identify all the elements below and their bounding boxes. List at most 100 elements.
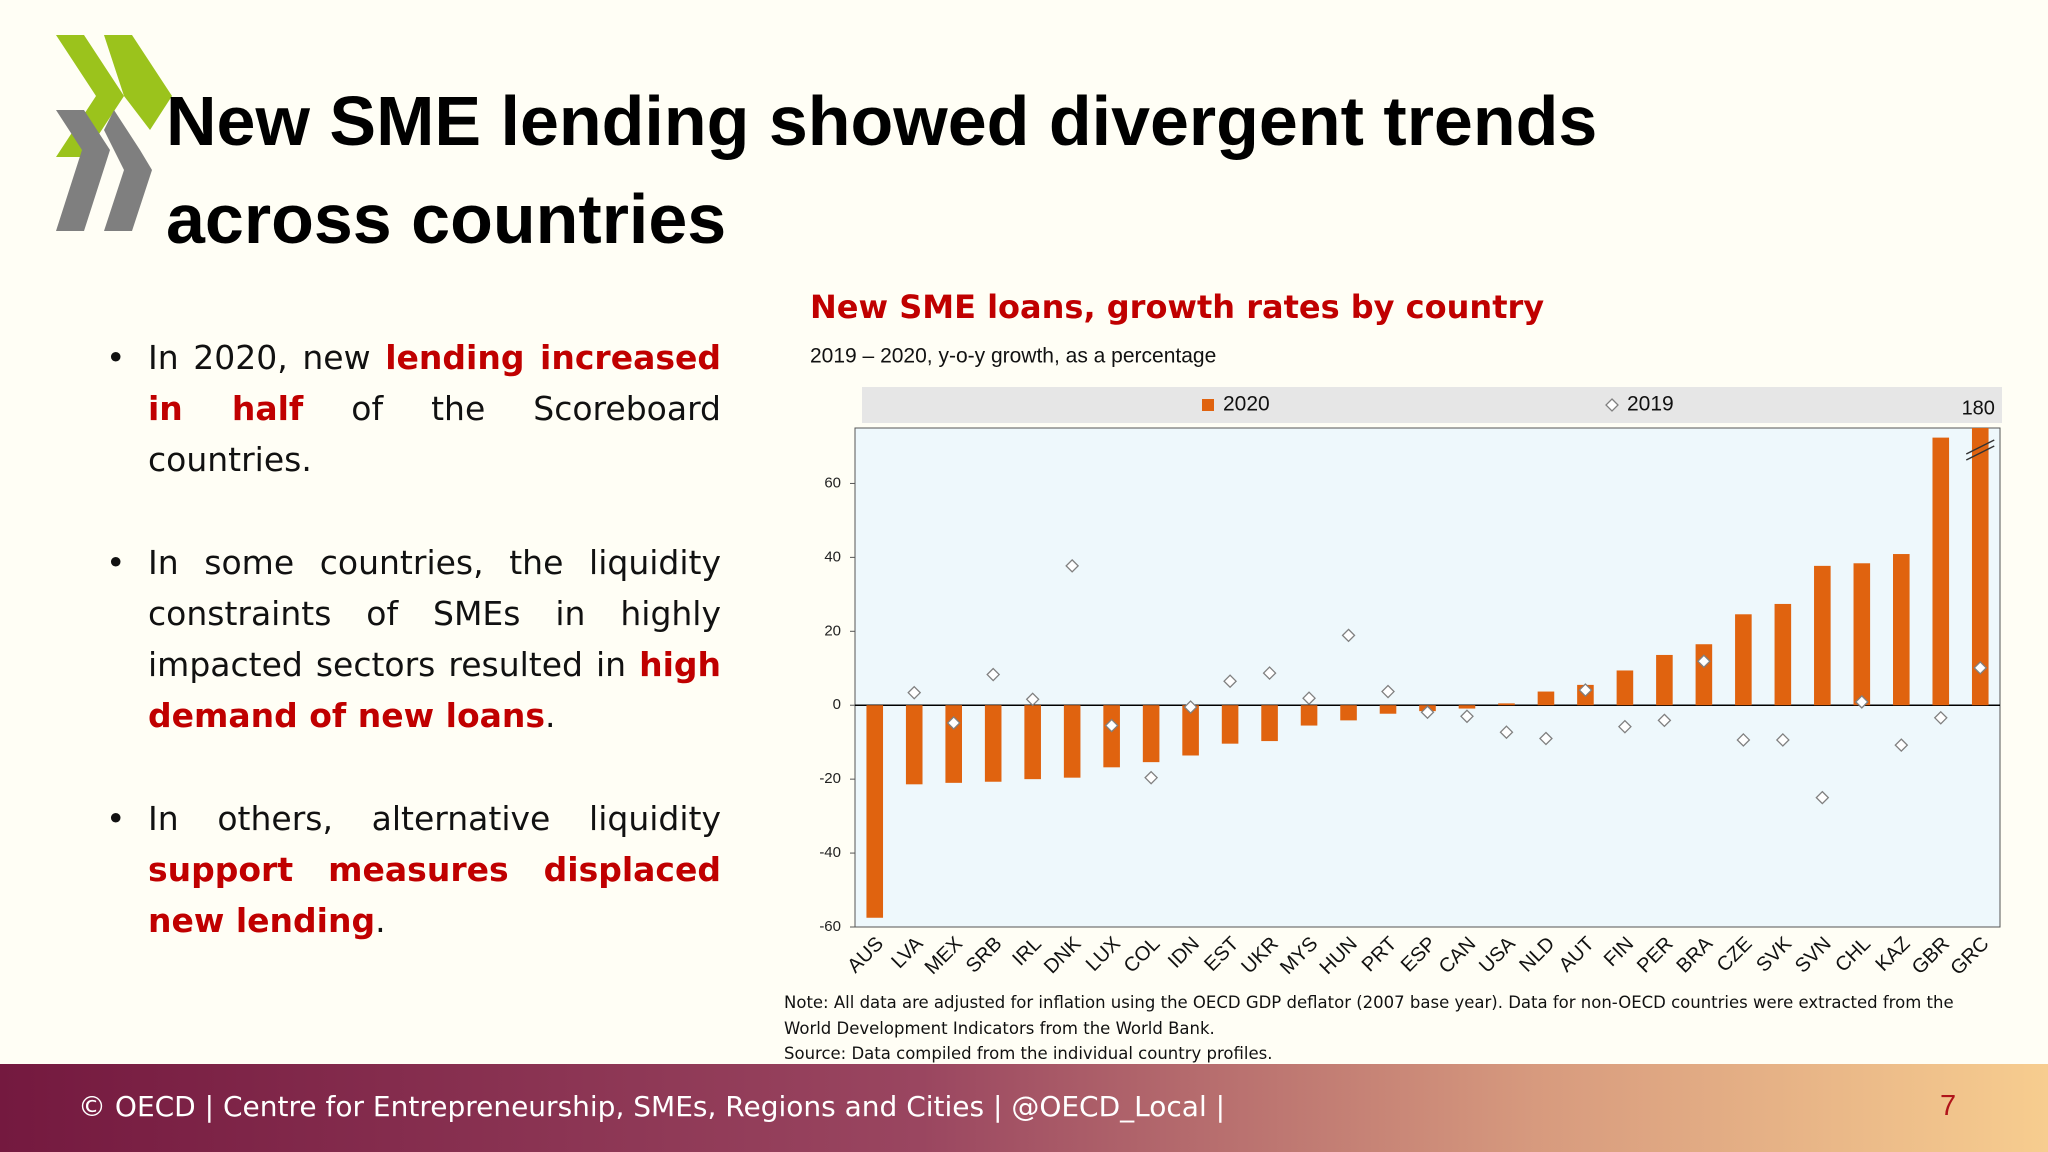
source: Source: Data compiled from the individua… (784, 1044, 1273, 1063)
x-tick-label: SVN (1791, 933, 1836, 978)
y-tick-label: 0 (833, 696, 841, 713)
diamond-marker (907, 685, 922, 700)
x-tick-label: LVA (887, 932, 928, 973)
bullet-text: lending increased in half (148, 338, 721, 428)
bar (1024, 705, 1041, 780)
diamond-marker (1736, 733, 1751, 747)
legend-label: 2019 (1627, 393, 1674, 416)
page-number: 7 (1940, 1090, 1957, 1122)
diamond-marker (1578, 683, 1593, 697)
y-tick-label: -60 (819, 918, 841, 935)
bar (984, 705, 1002, 782)
y-tick-label: -20 (819, 770, 841, 787)
diamond-marker (1973, 660, 1988, 675)
diamond-marker (1183, 700, 1198, 714)
x-tick-label: SVK (1752, 932, 1796, 976)
diamond-marker (1025, 692, 1040, 707)
x-tick-label: MEX (921, 933, 967, 979)
diamond-marker (1933, 710, 1948, 725)
slide-title: New SME lending showed divergent trends … (166, 82, 1598, 258)
diamond-marker (1104, 718, 1119, 733)
bar (1103, 705, 1120, 768)
footer: © OECD | Centre for Entrepreneurship, SM… (0, 1064, 2048, 1152)
x-tick-label: PER (1633, 933, 1678, 978)
bar (1893, 554, 1910, 706)
bar (1695, 644, 1713, 706)
logo (56, 35, 172, 231)
bullet-text: In 2020, new (148, 338, 386, 377)
diamond-marker (1381, 684, 1395, 699)
diamond-marker (1223, 674, 1238, 689)
bullet-text: support measures displaced new lending (148, 850, 721, 940)
diamond-marker (1420, 705, 1435, 720)
diamond-marker (1617, 719, 1632, 734)
bullet-text: high demand of new loans (148, 645, 721, 735)
diamond-marker (986, 667, 1001, 682)
notes: Note: All data are adjusted for inflatio… (784, 990, 1984, 1067)
bar (1537, 691, 1555, 706)
x-tick-label: IRL (1008, 933, 1046, 971)
x-tick-label: ESP (1397, 933, 1441, 977)
x-tick-label: BRA (1673, 932, 1718, 977)
bar (1261, 705, 1278, 742)
bar (1379, 705, 1397, 714)
bar (905, 705, 923, 785)
diamond-marker (1539, 731, 1553, 746)
bar (1853, 563, 1871, 706)
bullet-text: . (375, 901, 386, 940)
x-tick-label: IDN (1164, 933, 1204, 973)
bar (1656, 654, 1673, 706)
bullet: In 2020, new lending increased in half o… (106, 332, 721, 485)
legend-band (862, 387, 2002, 423)
x-tick-label: GBR (1908, 933, 1954, 979)
x-tick-label: FIN (1600, 933, 1638, 971)
bullet-text: . (545, 696, 556, 735)
diamond-marker (1499, 725, 1514, 740)
legend-swatch (1605, 398, 1619, 412)
diamond-marker (1894, 738, 1909, 753)
diamond-marker (1262, 666, 1277, 680)
diamond-marker (1657, 713, 1672, 728)
bullet: In others, alternative liquidity support… (106, 793, 721, 946)
chart: New SME loans, growth rates by country 2… (56, 35, 2002, 980)
diamond-marker (1065, 558, 1080, 573)
diamond-marker (1775, 733, 1790, 747)
bar (1142, 705, 1160, 763)
x-tick-label: CZE (1713, 933, 1757, 977)
footer-text: © OECD | Centre for Entrepreneurship, SM… (78, 1090, 1226, 1123)
y-tick-label: -40 (819, 844, 841, 861)
value-label: 180 (1962, 397, 1995, 419)
diamond-marker (1696, 654, 1711, 669)
bullet-text: In some countries, the liquidity constra… (148, 543, 721, 684)
bar (1340, 705, 1357, 721)
bar (1498, 703, 1515, 706)
diamond-marker (1854, 694, 1869, 709)
note: Note: All data are adjusted for inflatio… (784, 993, 1954, 1038)
plot-area (854, 427, 2001, 928)
diamond-marker (1341, 628, 1356, 643)
x-tick-label: COL (1120, 933, 1165, 978)
x-tick-label: USA (1475, 932, 1520, 977)
legend-swatch (1202, 399, 1214, 411)
x-tick-label: EST (1200, 933, 1243, 976)
bar (1063, 705, 1081, 778)
x-tick-label: NLD (1515, 933, 1559, 977)
legend-label: 2020 (1223, 393, 1270, 416)
chart-subtitle: 2019 – 2020, y-o-y growth, as a percenta… (810, 345, 1216, 368)
bar (1458, 705, 1476, 709)
y-tick-label: 60 (824, 474, 841, 491)
bar (1221, 705, 1239, 744)
bar (866, 705, 884, 918)
bullet-text: In others, alternative liquidity (148, 799, 721, 838)
diamond-marker (1460, 709, 1474, 724)
bar (1774, 603, 1792, 706)
x-tick-label: PRT (1358, 933, 1402, 977)
bar (1616, 670, 1634, 706)
bullet: In some countries, the liquidity constra… (106, 537, 721, 741)
x-tick-label: KAZ (1871, 933, 1914, 976)
chart-title: New SME loans, growth rates by country (810, 288, 1544, 326)
diamond-marker (1144, 770, 1159, 785)
diamond-marker (1815, 790, 1830, 805)
x-tick-label: LUX (1082, 933, 1125, 976)
